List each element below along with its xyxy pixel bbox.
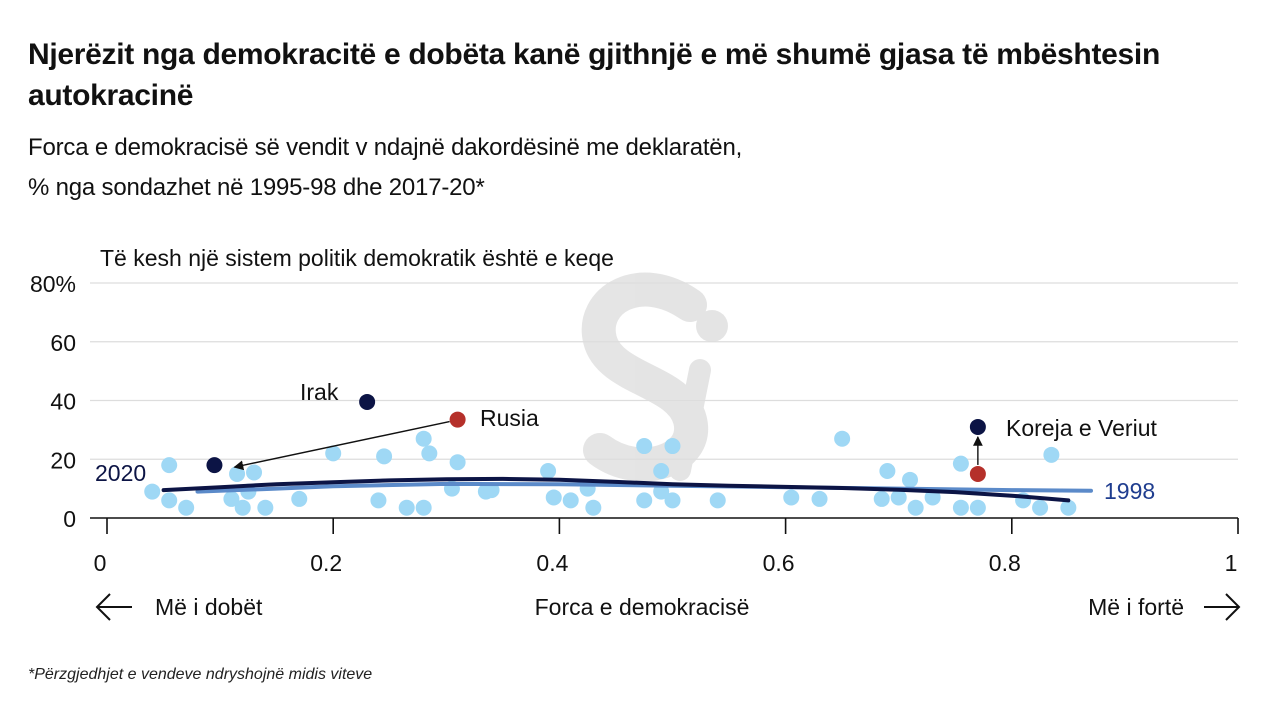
scatter-point (540, 463, 557, 479)
change-arrows (233, 420, 983, 471)
highlight-point (969, 418, 986, 435)
scatter-point (376, 448, 393, 465)
chart-subtitle: Forca e demokracisë së vendit v ndajnë d… (28, 128, 1228, 208)
scatter-point (223, 490, 240, 507)
scatter-point (653, 463, 670, 479)
scatter-point (783, 489, 800, 506)
trend-lines (161, 476, 1093, 503)
trend-line-1998 (195, 481, 1093, 494)
left-arrow-icon (95, 593, 132, 621)
scatter-point (415, 430, 432, 447)
scatter-point (1060, 499, 1077, 516)
scatter-point (257, 499, 274, 516)
scatter-point (161, 492, 178, 509)
x-tick-label: 0.2 (310, 550, 342, 576)
series-label-1998: 1998 (1104, 478, 1155, 504)
highlight-point (359, 393, 376, 410)
y-tick-label: 60 (50, 330, 76, 356)
label-irak: Irak (300, 379, 339, 405)
subtitle-line-2: % nga sondazhet në 1995-98 dhe 2017-20* (28, 174, 485, 201)
scatter-point (879, 463, 896, 479)
scatter-point (415, 499, 432, 516)
subtitle-line-1: Forca e demokracisë së vendit v ndajnë d… (28, 134, 743, 161)
scatter-point (144, 483, 161, 500)
y-tick-label: 40 (50, 389, 76, 415)
label-rusia: Rusia (480, 405, 539, 431)
x-tick-label: 0.8 (989, 550, 1021, 576)
y-tick-labels: 0 20 40 60 80% (30, 271, 76, 532)
scatter-point (562, 492, 579, 509)
scatter-point (585, 499, 602, 516)
watermark-logo (581, 272, 728, 482)
scatter-point (924, 489, 941, 506)
y-tick-label: 80% (30, 271, 76, 297)
data-points (144, 430, 1077, 516)
scatter-point (449, 454, 466, 471)
footnote: *Përzgjedhjet e vendeve ndryshojnë midis… (28, 666, 373, 683)
scatter-point (952, 455, 969, 472)
scatter-point (902, 471, 919, 488)
scatter-point (398, 499, 415, 516)
series-label-2020: 2020 (95, 460, 146, 486)
scatter-point (1032, 499, 1049, 516)
scatter-point (664, 492, 681, 509)
scatter-point (636, 438, 653, 455)
scatter-point (952, 499, 969, 516)
scatter-point (890, 489, 907, 506)
x-axis (90, 517, 1239, 534)
scatter-point (421, 445, 438, 462)
scatter-point (664, 438, 681, 455)
scatter-point (834, 430, 851, 447)
x-tick-label: 1 (1225, 550, 1238, 576)
scatter-point (291, 490, 308, 507)
x-tick-labels: 0 0.2 0.4 0.6 0.8 1 (94, 550, 1238, 576)
highlighted-points (206, 393, 986, 482)
x-left-label: Më i dobët (155, 594, 263, 620)
scatter-point (370, 492, 387, 509)
scatter-point (246, 464, 263, 481)
scatter-point (907, 499, 924, 516)
x-tick-label: 0.6 (763, 550, 795, 576)
highlight-point (449, 411, 466, 428)
scatter-point (483, 482, 500, 499)
scatter-point (709, 492, 726, 509)
trend-line-2020 (161, 476, 1071, 503)
scatter-point (161, 457, 178, 474)
y-tick-label: 0 (63, 506, 76, 532)
highlight-point (969, 465, 986, 482)
y-tick-label: 20 (50, 447, 76, 473)
scatter-point (873, 490, 890, 507)
x-right-label: Më i fortë (1088, 594, 1184, 620)
right-arrow-icon (1204, 593, 1241, 621)
scatter-point (969, 499, 986, 516)
label-koreja-e-veriut: Koreja e Veriut (1006, 415, 1157, 441)
scatter-point (234, 499, 251, 516)
scatter-point (636, 492, 653, 509)
scatter-point (811, 490, 828, 507)
arrow-rusia (233, 420, 450, 471)
scatter-point (178, 499, 195, 516)
highlight-point (206, 457, 223, 474)
scatter-point (545, 489, 562, 506)
scatter-point (229, 465, 246, 482)
scatter-point (1043, 446, 1060, 463)
scatter-point (325, 445, 342, 462)
y-axis-label: Të kesh një sistem politik demokratik ës… (100, 245, 614, 271)
x-tick-label: 0 (94, 550, 107, 576)
x-axis-label: Forca e demokracisë (535, 594, 750, 620)
x-tick-label: 0.4 (536, 550, 568, 576)
chart-title: Njerëzit nga demokracitë e dobëta kanë g… (28, 38, 1160, 112)
